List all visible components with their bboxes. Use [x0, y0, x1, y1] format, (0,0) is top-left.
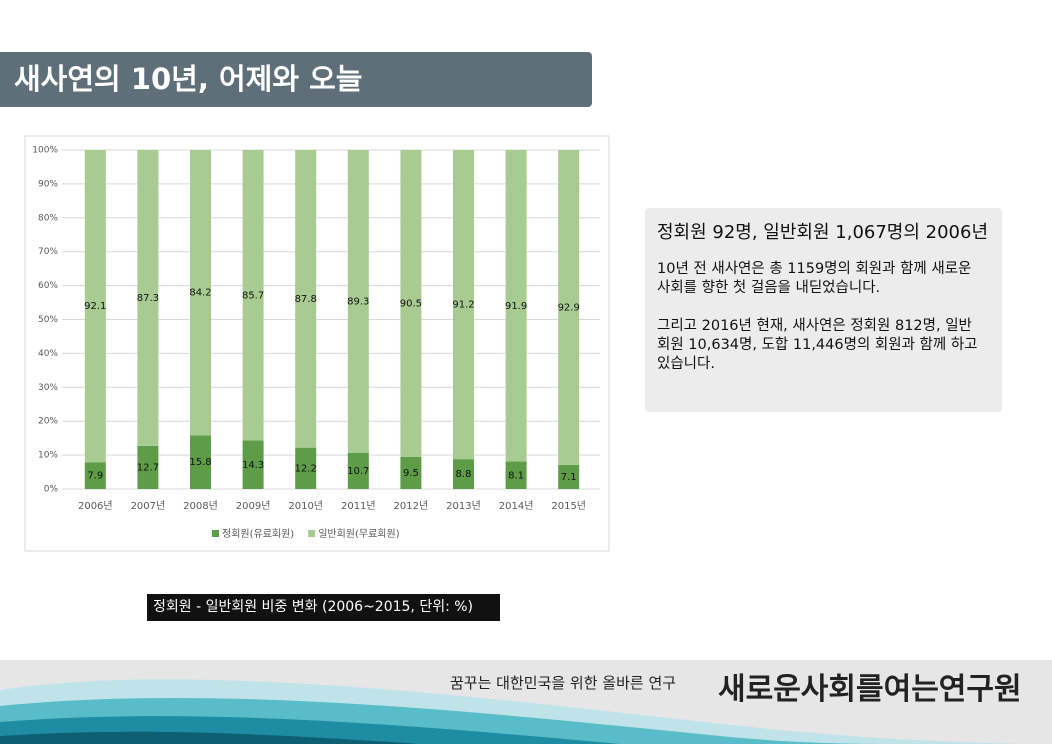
text-heading: 정회원 92명, 일반회원 1,067명의 2006년: [657, 222, 989, 243]
legend-swatch: [308, 530, 316, 537]
caption: 정회원 - 일반회원 비중 변화 (2006~2015, 단위: %): [147, 594, 500, 621]
bar-segment: [347, 150, 369, 453]
data-label: 12.7: [137, 462, 159, 473]
y-tick-label: 90%: [38, 179, 58, 189]
slogan: 꿈꾸는 대한민국을 위한 올바른 연구: [450, 674, 677, 692]
bar-segment: [84, 150, 106, 463]
data-label: 91.9: [505, 301, 527, 312]
data-label: 85.7: [242, 290, 264, 301]
bar-segment: [453, 459, 474, 489]
bar-segment: [558, 464, 580, 489]
x-tick-label: 2014년: [499, 500, 534, 512]
data-label: 89.3: [347, 296, 369, 307]
bar-segment: [137, 445, 159, 489]
data-label: 12.2: [295, 463, 317, 474]
bar-segment: [190, 435, 211, 489]
bar-segment: [242, 440, 264, 489]
y-tick-label: 50%: [38, 315, 58, 325]
text-line: 그리고 2016년 현재, 새사연은 정회원 812명, 일반: [657, 318, 972, 334]
data-label: 84.2: [189, 288, 211, 299]
data-label: 8.8: [456, 469, 472, 480]
x-tick-label: 2012년: [394, 500, 429, 512]
text-line: 있습니다.: [657, 356, 715, 372]
x-tick-label: 2006년: [78, 500, 113, 512]
x-tick-label: 2011년: [341, 500, 376, 512]
data-label: 87.8: [295, 294, 317, 305]
bar-segment: [137, 150, 159, 446]
data-label: 14.3: [242, 460, 264, 471]
data-label: 90.5: [400, 298, 422, 309]
data-label: 87.3: [137, 293, 159, 304]
bar-segment: [505, 150, 527, 462]
bar-segment: [558, 150, 580, 465]
bar-segment: [190, 150, 211, 436]
x-tick-label: 2015년: [551, 500, 586, 512]
slide-title: 새사연의 10년, 어제와 오늘: [0, 52, 592, 107]
legend-label: 정회원(유료회원): [222, 528, 294, 540]
data-label: 9.5: [403, 468, 419, 479]
y-tick-label: 40%: [38, 349, 58, 359]
y-tick-label: 30%: [38, 383, 58, 393]
bar-segment: [400, 150, 422, 457]
y-tick-label: 20%: [38, 417, 58, 427]
legend-label: 일반회원(무료회원): [318, 528, 400, 540]
x-tick-label: 2013년: [446, 500, 481, 512]
text-line: 사회를 향한 첫 걸음을 내딛었습니다.: [657, 280, 881, 296]
y-tick-label: 60%: [38, 281, 58, 291]
y-tick-label: 80%: [38, 213, 58, 223]
y-tick-label: 10%: [38, 451, 58, 461]
y-tick-label: 70%: [38, 247, 58, 257]
organization: 새로운사회를여는연구원: [718, 672, 1022, 707]
bar-segment: [295, 447, 317, 489]
legend-swatch: [212, 530, 219, 537]
data-label: 7.9: [87, 471, 103, 482]
x-tick-label: 2009년: [236, 500, 271, 512]
data-label: 91.2: [452, 300, 474, 311]
data-label: 15.8: [189, 457, 211, 468]
bar-segment: [400, 456, 422, 489]
y-tick-label: 100%: [32, 146, 58, 156]
text-line: 10년 전 새사연은 총 1159명의 회원과 함께 새로운: [657, 261, 972, 277]
bar-segment: [347, 452, 369, 489]
x-tick-label: 2010년: [288, 500, 323, 512]
bar-segment: [242, 150, 264, 441]
text-box: 정회원 92명, 일반회원 1,067명의 2006년 10년 전 새사연은 총…: [645, 208, 1002, 412]
x-tick-label: 2008년: [183, 500, 218, 512]
data-label: 92.1: [84, 301, 106, 312]
data-label: 92.9: [558, 302, 580, 313]
bar-segment: [505, 461, 527, 489]
x-tick-label: 2007년: [131, 500, 166, 512]
bar-segment: [295, 150, 317, 448]
bar-segment: [84, 462, 106, 489]
bar-segment: [453, 150, 474, 460]
y-tick-label: 0%: [44, 485, 59, 495]
data-label: 7.1: [561, 472, 577, 483]
data-label: 10.7: [347, 466, 369, 477]
data-label: 8.1: [508, 470, 524, 481]
text-line: 회원 10,634명, 도합 11,446명의 회원과 함께 하고: [657, 337, 978, 353]
footer-wave: [0, 731, 420, 744]
